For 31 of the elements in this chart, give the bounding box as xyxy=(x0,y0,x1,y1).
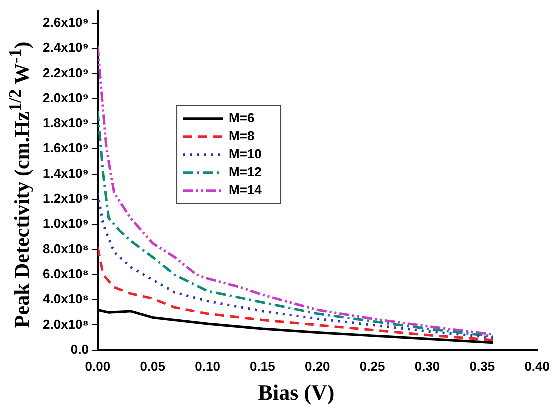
y-tick-label: 6.0x10⁸ xyxy=(43,266,89,282)
line-series xyxy=(98,110,495,338)
legend-label: M=10 xyxy=(229,146,262,162)
y-tick-label: 8.0x10⁸ xyxy=(43,241,89,256)
x-tick-label: 0.20 xyxy=(304,358,330,374)
x-tick-label: 0.30 xyxy=(414,358,440,374)
legend-label: M=14 xyxy=(229,182,263,198)
line-series xyxy=(98,246,495,342)
legend-label: M=12 xyxy=(229,164,262,180)
x-tick-label: 0.25 xyxy=(360,358,386,374)
y-tick-label: 2.4x10⁹ xyxy=(42,40,89,56)
y-tick-label: 1.6x10⁹ xyxy=(42,140,89,156)
y-tick-label: 4.0x10⁸ xyxy=(43,292,89,307)
y-tick-label: 1.4x10⁹ xyxy=(42,166,89,181)
x-tick-label: 0.35 xyxy=(470,358,496,374)
x-tick-label: 0.05 xyxy=(140,358,166,374)
y-tick-label: 2.0x10⁸ xyxy=(43,316,89,332)
y-tick-label: 1.0x10⁹ xyxy=(42,216,89,232)
x-tick-label: 0.40 xyxy=(524,358,550,374)
y-tick-label: 0.0 xyxy=(70,342,89,357)
x-tick-label: 0.10 xyxy=(195,358,220,374)
y-tick-label: 1.8x10⁹ xyxy=(42,116,89,131)
x-tick-label: 0.15 xyxy=(250,358,276,374)
x-tick-label: 0.00 xyxy=(85,358,111,374)
y-tick-label: 2.0x10⁹ xyxy=(42,90,89,106)
y-tick-label: 1.2x10⁹ xyxy=(42,191,89,206)
y-tick-label: 2.6x10⁹ xyxy=(42,14,89,30)
x-axis-title: Bias (V) xyxy=(257,380,336,406)
legend-label: M=8 xyxy=(229,128,255,144)
y-tick-label: 2.2x10⁹ xyxy=(42,65,89,80)
legend-label: M=6 xyxy=(229,110,255,126)
